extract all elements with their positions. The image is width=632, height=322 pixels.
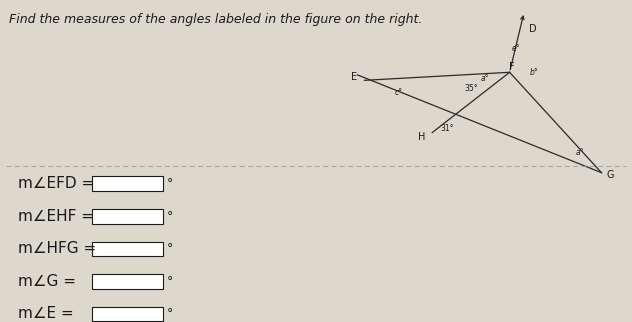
Text: E: E bbox=[351, 72, 357, 82]
FancyBboxPatch shape bbox=[92, 307, 163, 321]
Text: a°: a° bbox=[481, 74, 490, 83]
FancyBboxPatch shape bbox=[92, 242, 163, 256]
Text: °: ° bbox=[166, 242, 173, 255]
FancyBboxPatch shape bbox=[92, 274, 163, 289]
Text: G: G bbox=[606, 170, 614, 180]
Text: m∠G =: m∠G = bbox=[18, 274, 76, 289]
Text: c°: c° bbox=[394, 88, 403, 97]
Text: °: ° bbox=[166, 275, 173, 288]
Text: °: ° bbox=[166, 177, 173, 190]
Text: m∠EHF =: m∠EHF = bbox=[18, 209, 94, 224]
Text: m∠HFG =: m∠HFG = bbox=[18, 241, 96, 256]
FancyBboxPatch shape bbox=[92, 209, 163, 223]
Text: Find the measures of the angles labeled in the figure on the right.: Find the measures of the angles labeled … bbox=[9, 13, 423, 26]
Text: e°: e° bbox=[511, 44, 520, 53]
Text: D: D bbox=[529, 24, 537, 34]
FancyBboxPatch shape bbox=[92, 176, 163, 191]
Text: °: ° bbox=[166, 307, 173, 320]
Text: a°: a° bbox=[576, 148, 584, 157]
Text: 31°: 31° bbox=[440, 124, 454, 133]
Text: m∠E =: m∠E = bbox=[18, 306, 73, 321]
Text: m∠EFD =: m∠EFD = bbox=[18, 176, 94, 191]
Text: °: ° bbox=[166, 210, 173, 223]
Text: H: H bbox=[418, 132, 425, 142]
Text: b°: b° bbox=[530, 68, 538, 77]
Text: F: F bbox=[509, 62, 514, 72]
Text: 35°: 35° bbox=[464, 84, 478, 93]
